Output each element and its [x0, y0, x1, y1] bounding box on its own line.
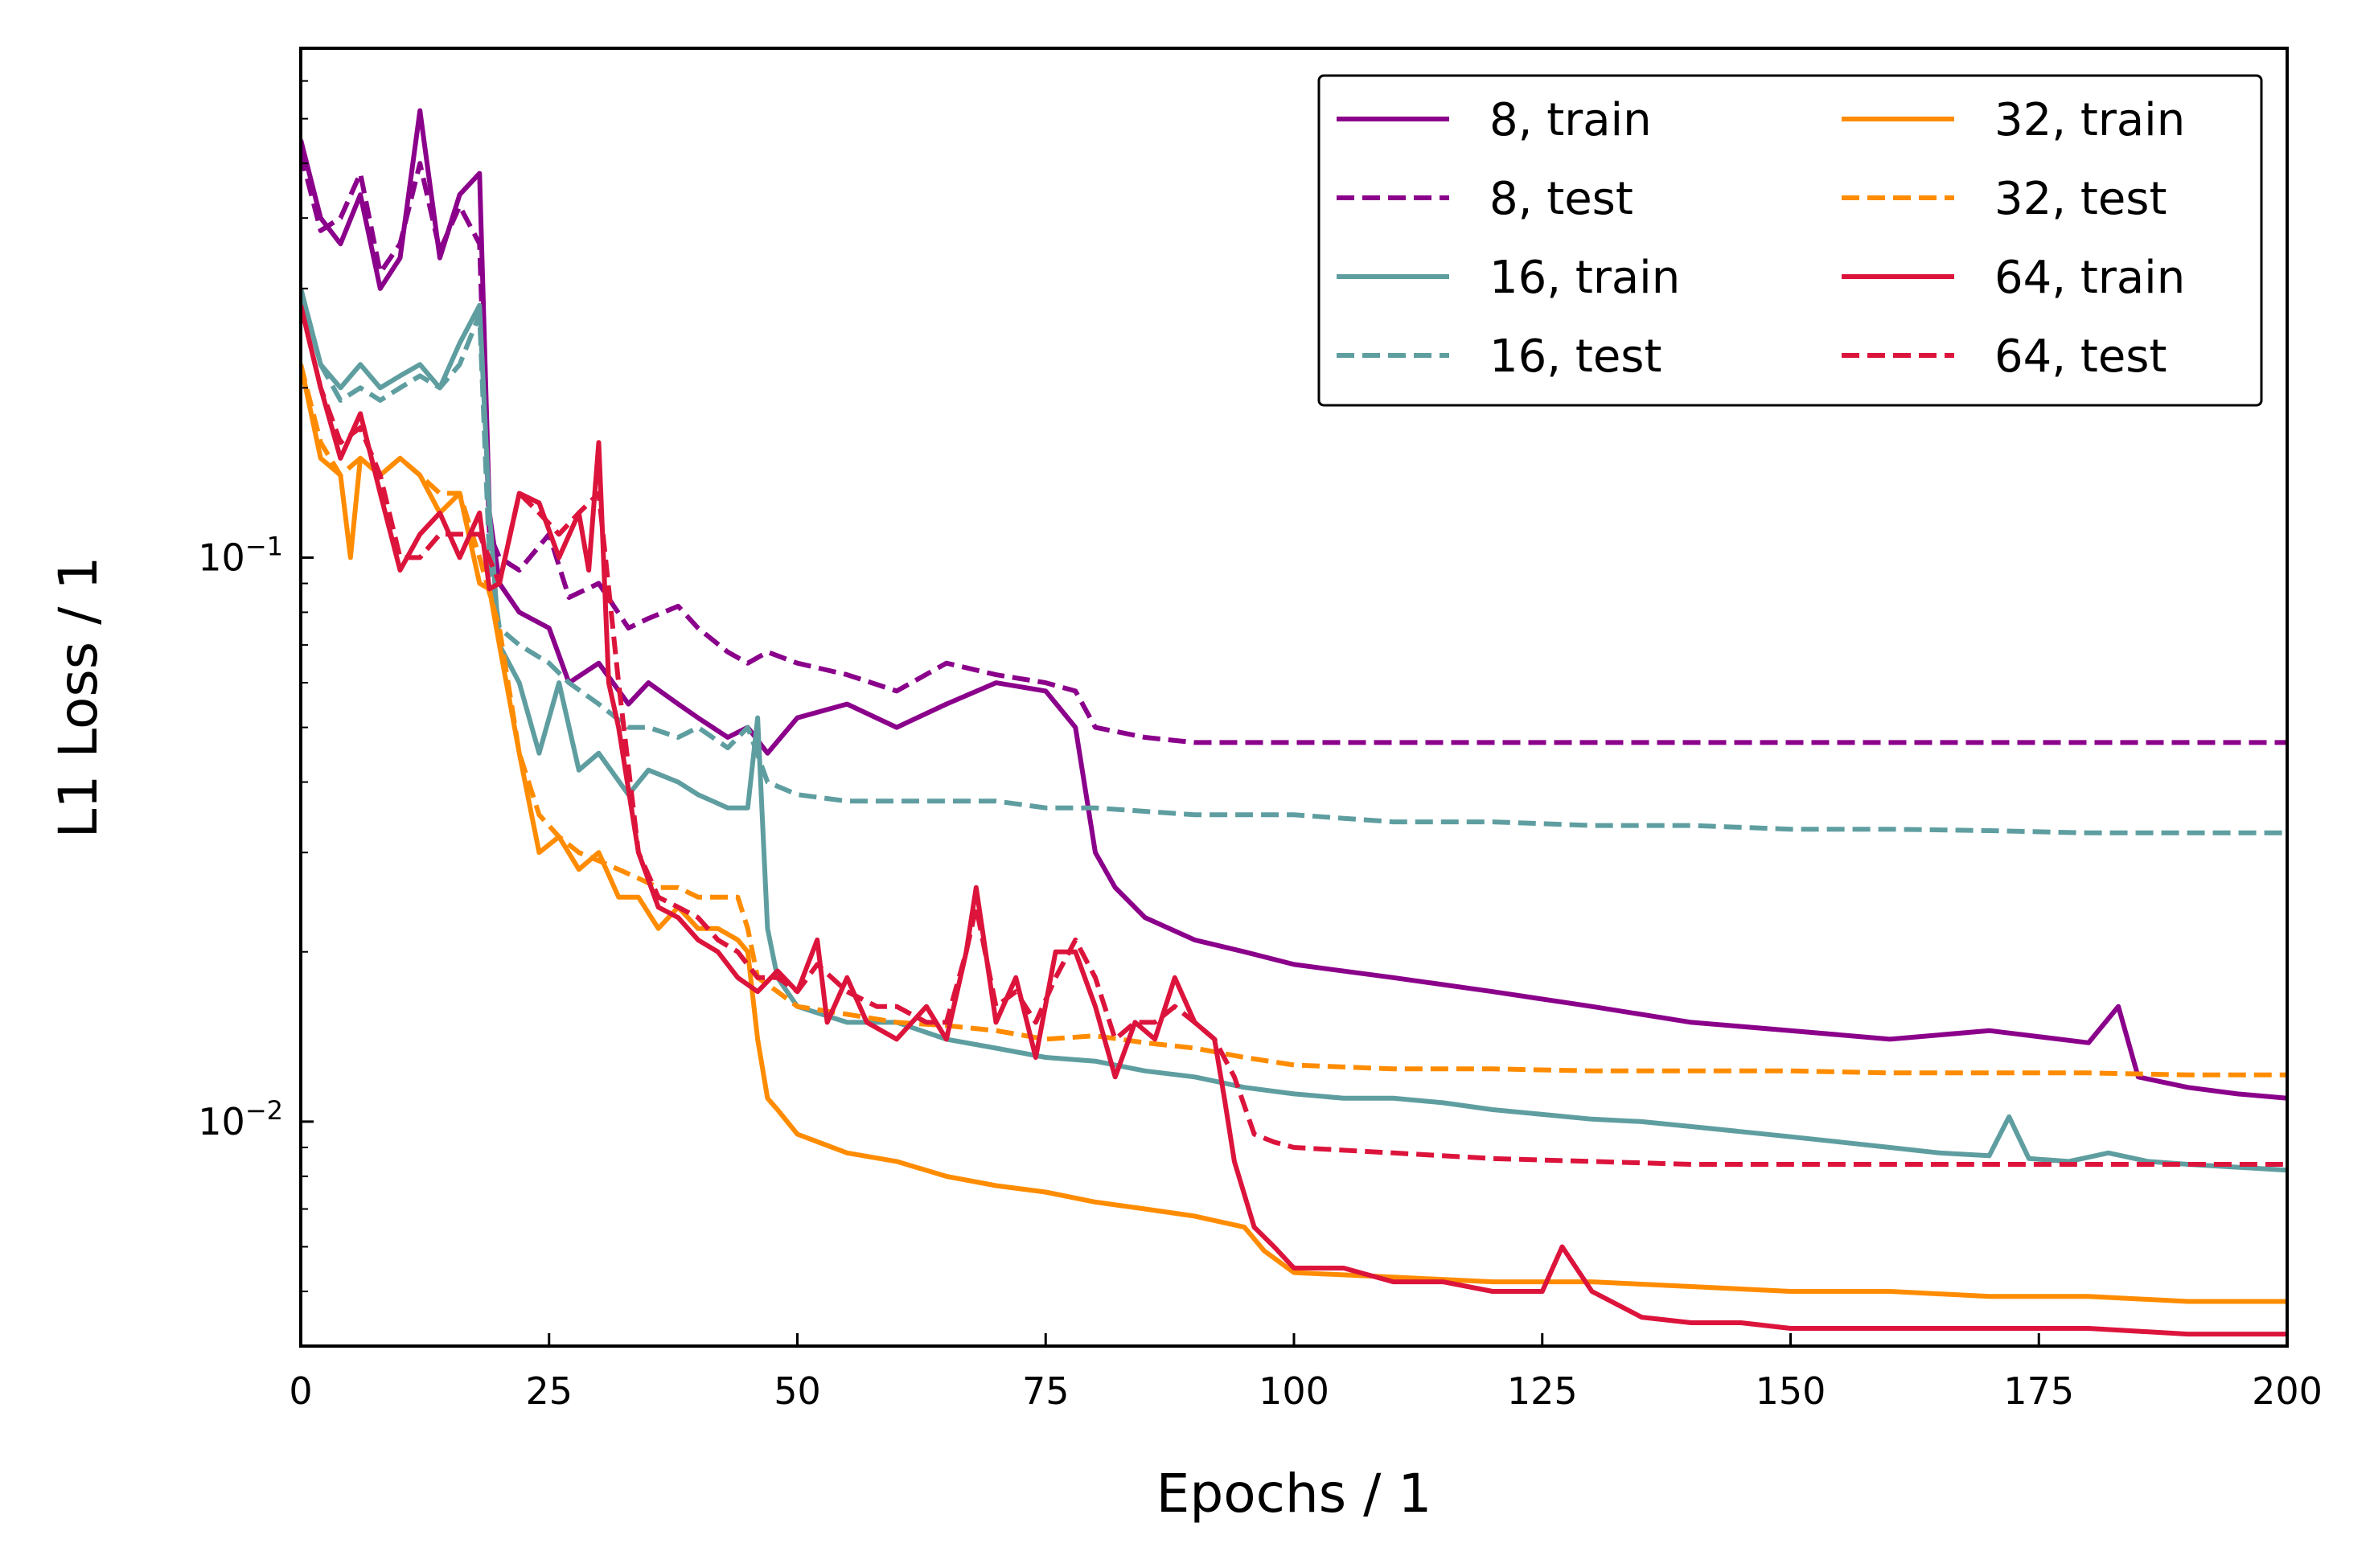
- x-tick-label: 0: [289, 1369, 312, 1413]
- plot-area: 0 25 50 75 100 125 150 175 200 10−1 10−2: [198, 47, 2323, 1413]
- x-tick-label: 50: [774, 1369, 821, 1413]
- legend-label-1: 8, test: [1489, 173, 1633, 225]
- y-axis-title: L1 Loss / 1: [47, 556, 109, 839]
- x-tick-label: 200: [2252, 1369, 2323, 1413]
- legend-label-4: 32, train: [1994, 94, 2185, 146]
- series-line-0: [301, 108, 2287, 1101]
- series-line-3: [301, 288, 2287, 835]
- y-tick-label: 10−2: [198, 1095, 283, 1143]
- legend-label-2: 16, train: [1489, 252, 1680, 304]
- series-line-7: [301, 305, 2287, 1167]
- legend-label-5: 32, test: [1994, 173, 2167, 225]
- x-axis-title: Epochs / 1: [1156, 1463, 1432, 1525]
- legend: 8, train 8, test 16, train 16, test 32, trai…: [1317, 74, 2263, 407]
- series-line-1: [301, 153, 2287, 745]
- x-tick-label: 25: [525, 1369, 573, 1413]
- x-tick-label: 150: [1756, 1369, 1826, 1413]
- x-tick-label: 175: [2003, 1369, 2074, 1413]
- legend-label-7: 64, test: [1994, 330, 2167, 383]
- x-tick-label: 125: [1507, 1369, 1578, 1413]
- series-layer: [301, 108, 2287, 1337]
- legend-label-6: 64, train: [1994, 252, 2185, 304]
- x-axis: 0 25 50 75 100 125 150 175 200: [289, 1333, 2323, 1413]
- series-line-2: [301, 288, 2287, 1173]
- legend-box: [1317, 74, 2263, 407]
- series-line-4: [301, 363, 2287, 1304]
- series-line-5: [301, 363, 2287, 1077]
- x-tick-label: 100: [1259, 1369, 1329, 1413]
- y-axis: 10−1 10−2: [198, 47, 314, 1347]
- legend-label-3: 16, test: [1489, 330, 1661, 383]
- x-tick-label: 75: [1022, 1369, 1070, 1413]
- legend-label-0: 8, train: [1489, 94, 1652, 146]
- series-line-6: [301, 305, 2287, 1337]
- y-tick-label: 10−1: [198, 531, 283, 579]
